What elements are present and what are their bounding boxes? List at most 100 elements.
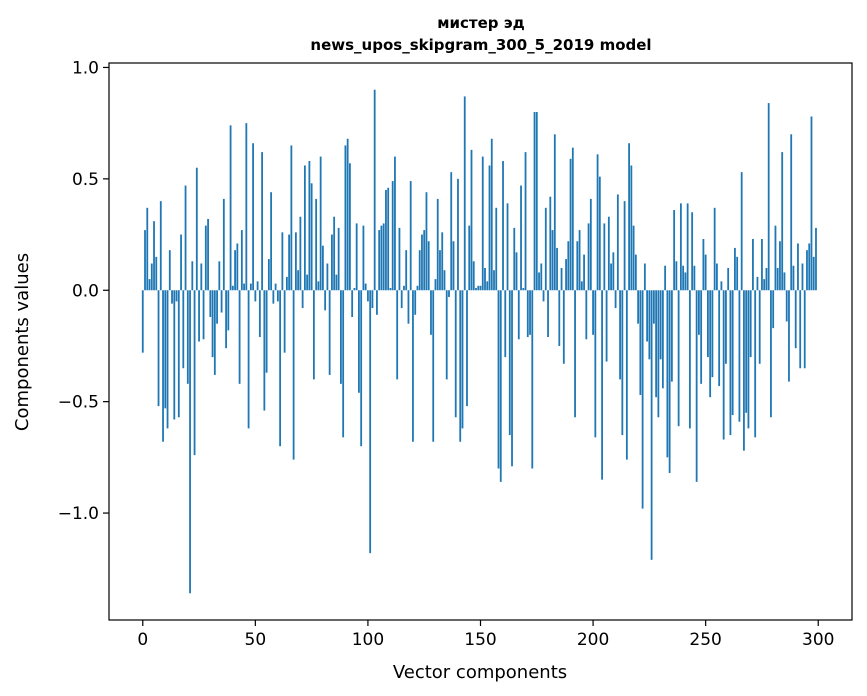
y-axis-ticks: −1.0 −0.5 0.0 0.5 1.0 bbox=[58, 58, 109, 524]
bar bbox=[328, 290, 331, 375]
bar bbox=[315, 198, 318, 291]
bar bbox=[247, 290, 250, 429]
bar bbox=[308, 161, 311, 291]
bar bbox=[569, 158, 572, 291]
bar bbox=[326, 263, 329, 291]
bar bbox=[362, 225, 365, 291]
bar bbox=[499, 290, 502, 482]
bar bbox=[648, 290, 651, 360]
bar bbox=[317, 281, 320, 291]
bar bbox=[159, 201, 162, 291]
bar bbox=[578, 230, 581, 291]
bar bbox=[661, 290, 664, 389]
bar bbox=[580, 281, 583, 291]
bar bbox=[171, 290, 173, 304]
bar bbox=[616, 194, 619, 291]
bar bbox=[294, 232, 297, 291]
bar bbox=[380, 225, 383, 291]
bar bbox=[385, 190, 387, 291]
bar bbox=[416, 285, 419, 291]
bar bbox=[389, 288, 392, 291]
bar bbox=[799, 290, 802, 369]
bar bbox=[707, 290, 709, 358]
bar bbox=[495, 207, 498, 291]
bar bbox=[331, 234, 333, 291]
bar bbox=[637, 290, 640, 324]
bar bbox=[430, 290, 432, 335]
bar bbox=[337, 227, 340, 291]
bar bbox=[427, 241, 430, 291]
bar bbox=[544, 207, 547, 291]
bar bbox=[740, 172, 743, 291]
x-tick-label: 0 bbox=[137, 630, 148, 650]
bar bbox=[180, 234, 182, 291]
bar bbox=[772, 290, 775, 329]
bar bbox=[709, 290, 712, 398]
bar bbox=[459, 290, 462, 442]
bar bbox=[358, 290, 360, 393]
bar bbox=[716, 263, 718, 291]
bar bbox=[610, 263, 612, 291]
bar bbox=[652, 290, 655, 324]
bar bbox=[148, 279, 151, 291]
bar bbox=[684, 272, 687, 291]
bar bbox=[141, 290, 144, 353]
bar bbox=[409, 181, 412, 291]
bar bbox=[346, 138, 349, 291]
bar bbox=[477, 285, 480, 291]
bar bbox=[369, 290, 372, 554]
y-tick-label: −1.0 bbox=[58, 504, 99, 524]
bar bbox=[261, 152, 263, 291]
bar bbox=[688, 290, 691, 429]
bar bbox=[175, 290, 178, 302]
bar bbox=[454, 290, 457, 418]
bar bbox=[698, 290, 700, 335]
bar bbox=[414, 290, 417, 315]
bar bbox=[355, 223, 358, 291]
bar bbox=[722, 290, 725, 440]
bar bbox=[675, 261, 678, 291]
bar bbox=[335, 274, 338, 291]
bar bbox=[540, 263, 543, 291]
bar bbox=[808, 243, 811, 291]
bar bbox=[263, 290, 266, 411]
bar bbox=[450, 172, 453, 291]
bar bbox=[353, 288, 356, 291]
bar bbox=[204, 225, 207, 291]
bar bbox=[344, 145, 347, 291]
bar bbox=[605, 290, 608, 362]
bar bbox=[191, 261, 194, 291]
bar bbox=[812, 256, 815, 291]
y-tick-label: 1.0 bbox=[72, 58, 99, 78]
bar bbox=[484, 267, 486, 291]
bar bbox=[643, 263, 646, 291]
bar bbox=[207, 218, 209, 291]
bar bbox=[585, 290, 588, 340]
bar bbox=[209, 290, 212, 317]
bar bbox=[682, 265, 685, 291]
bar bbox=[725, 290, 727, 364]
bar bbox=[306, 274, 309, 291]
bar bbox=[520, 185, 522, 291]
bar bbox=[560, 267, 563, 291]
bar bbox=[673, 210, 676, 291]
bar bbox=[270, 192, 273, 291]
bar bbox=[157, 290, 160, 407]
bar bbox=[441, 232, 444, 291]
bar bbox=[324, 290, 327, 311]
bar bbox=[583, 254, 585, 291]
bar bbox=[594, 290, 597, 438]
bar bbox=[245, 123, 248, 291]
bar bbox=[412, 290, 414, 442]
bar bbox=[567, 241, 570, 291]
bar bbox=[736, 256, 739, 291]
bar bbox=[466, 290, 468, 407]
bar bbox=[659, 290, 662, 360]
x-tick-label: 150 bbox=[464, 630, 496, 650]
bar bbox=[668, 290, 671, 473]
bar bbox=[267, 259, 270, 291]
bar bbox=[486, 281, 489, 291]
bar bbox=[596, 154, 599, 291]
bar bbox=[535, 112, 538, 291]
bar bbox=[288, 234, 291, 291]
